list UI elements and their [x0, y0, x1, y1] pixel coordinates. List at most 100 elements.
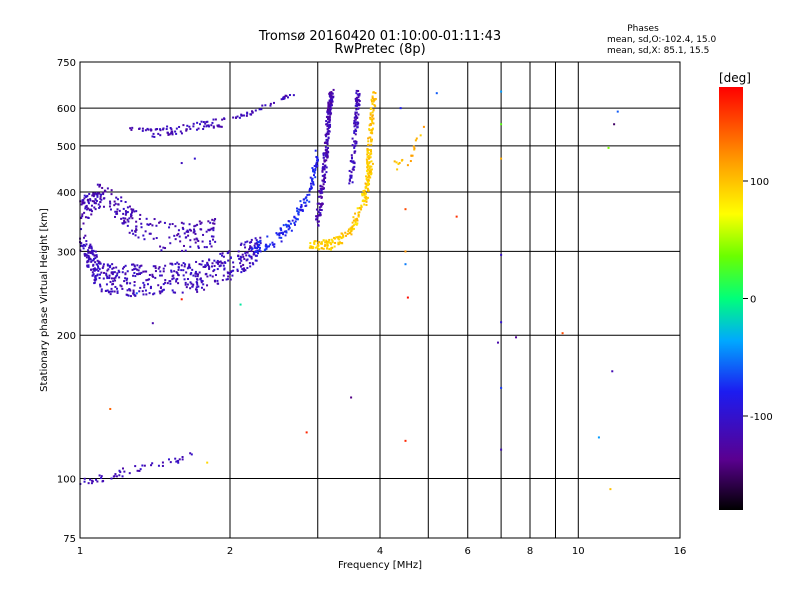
- echo-point: [364, 192, 367, 195]
- echo-point: [322, 180, 325, 183]
- echo-point: [96, 194, 99, 197]
- echo-point: [356, 123, 359, 126]
- echo-point: [357, 89, 360, 92]
- echo-point: [87, 249, 90, 252]
- echo-point: [103, 271, 106, 274]
- echo-point: [310, 178, 313, 181]
- echo-point: [125, 279, 128, 282]
- echo-point: [89, 251, 92, 254]
- echo-point: [182, 124, 185, 127]
- echo-point: [232, 265, 235, 268]
- echo-point: [138, 290, 141, 293]
- echo-point: [333, 245, 336, 248]
- echo-point: [365, 198, 368, 201]
- echo-point: [354, 133, 357, 136]
- echo-point: [91, 271, 94, 274]
- echo-point: [294, 220, 297, 223]
- echo-point: [133, 268, 136, 271]
- echo-point: [189, 452, 192, 455]
- echo-point: [123, 266, 126, 269]
- echo-point: [282, 233, 285, 236]
- echo-point: [180, 264, 183, 267]
- echo-point: [318, 248, 321, 251]
- echo-point: [323, 159, 326, 162]
- echo-point: [131, 229, 134, 232]
- echo-point: [93, 267, 96, 270]
- echo-point: [129, 127, 132, 130]
- echo-point: [367, 143, 370, 146]
- echo-point: [357, 94, 360, 97]
- echo-point: [366, 163, 369, 166]
- echo-point: [91, 480, 94, 483]
- echo-point: [328, 248, 331, 251]
- echo-point: [193, 157, 196, 160]
- echo-point: [151, 462, 154, 465]
- echo-point: [141, 464, 144, 467]
- echo-point: [326, 156, 329, 159]
- phases-x-stats: mean, sd,X: 85.1, 15.5: [607, 46, 709, 56]
- echo-point: [293, 223, 296, 226]
- echo-point: [353, 121, 356, 124]
- echo-point: [327, 127, 330, 130]
- echo-point: [210, 124, 213, 127]
- echo-point: [371, 121, 374, 124]
- echo-point: [126, 277, 129, 280]
- echo-point: [168, 236, 171, 239]
- echo-point: [278, 234, 281, 237]
- echo-point: [162, 128, 165, 131]
- echo-point: [259, 236, 262, 239]
- echo-point: [149, 287, 152, 290]
- echo-point: [249, 246, 252, 249]
- echo-point: [154, 128, 157, 131]
- echo-point: [192, 125, 195, 128]
- echo-point: [355, 111, 358, 114]
- echo-point: [93, 206, 96, 209]
- echo-point: [96, 183, 99, 186]
- echo-point: [205, 230, 208, 233]
- echo-point: [146, 223, 149, 226]
- echo-point: [87, 207, 90, 210]
- echo-point: [260, 108, 263, 111]
- echo-point: [87, 260, 90, 263]
- echo-point: [91, 200, 94, 203]
- echo-point: [254, 237, 257, 240]
- echo-point: [330, 107, 333, 110]
- echo-point: [326, 109, 329, 112]
- echo-point: [326, 143, 329, 146]
- echo-point: [141, 129, 144, 132]
- echo-point: [296, 210, 299, 213]
- echo-point: [200, 286, 203, 289]
- echo-point: [151, 322, 154, 325]
- echo-point: [366, 160, 369, 163]
- echo-point: [269, 243, 272, 246]
- echo-point: [371, 162, 374, 165]
- echo-point: [104, 190, 107, 193]
- echo-point: [193, 230, 196, 233]
- echo-point: [194, 224, 197, 227]
- echo-point: [115, 196, 118, 199]
- echo-point: [204, 265, 207, 268]
- echo-point: [364, 199, 367, 202]
- echo-point: [500, 90, 503, 93]
- echo-point: [314, 168, 317, 171]
- echo-point: [199, 222, 202, 225]
- echo-point: [370, 165, 373, 168]
- echo-point: [257, 252, 260, 255]
- echo-point: [196, 121, 199, 124]
- echo-point: [182, 222, 185, 225]
- echo-point: [312, 183, 315, 186]
- echo-point: [154, 276, 157, 279]
- echo-point: [353, 150, 356, 153]
- echo-point: [129, 295, 132, 298]
- echo-point: [253, 244, 256, 247]
- echo-point: [342, 234, 345, 237]
- echo-point: [355, 92, 358, 95]
- echo-point: [168, 226, 171, 229]
- echo-point: [318, 190, 321, 193]
- echo-point: [136, 268, 139, 271]
- echo-point: [372, 100, 375, 103]
- echo-point: [350, 233, 353, 236]
- echo-point: [368, 183, 371, 186]
- echo-point: [365, 158, 368, 161]
- echo-point: [369, 136, 372, 139]
